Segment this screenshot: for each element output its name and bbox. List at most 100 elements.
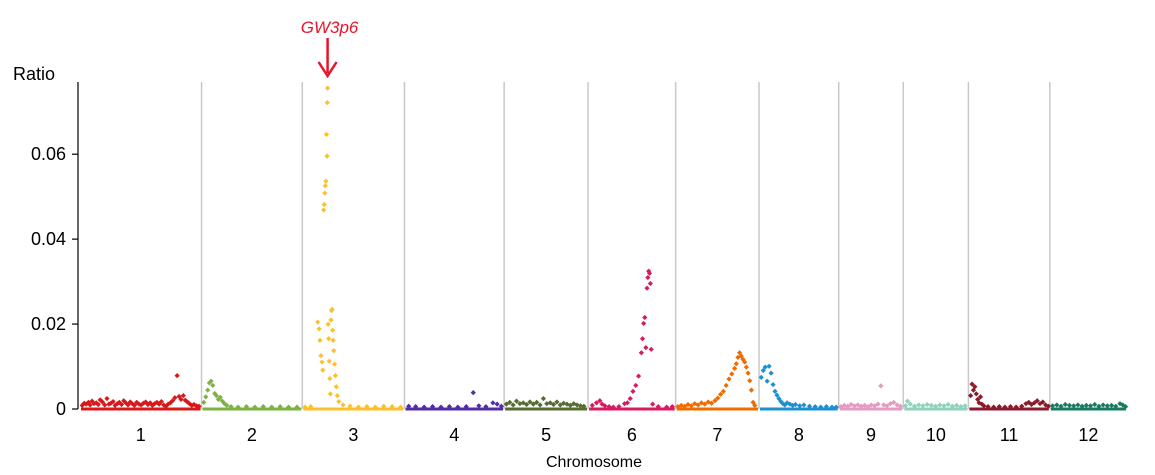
point-chr-1-49 xyxy=(184,399,191,405)
point-chr-2-1 xyxy=(203,394,209,400)
point-chr-4-9 xyxy=(476,403,482,409)
point-chr-4-7 xyxy=(463,404,469,410)
point-chr-1-35 xyxy=(154,399,160,406)
point-chr-1-43 xyxy=(172,395,178,401)
point-chr-2-18 xyxy=(269,404,275,410)
point-chr-8-14 xyxy=(787,401,793,407)
point-chr-7-25 xyxy=(743,364,749,370)
point-chr-2-7 xyxy=(213,393,220,399)
point-chr-3-9 xyxy=(321,201,327,208)
point-chr-9-5 xyxy=(855,402,861,408)
point-chr-12-10 xyxy=(1092,401,1098,408)
point-chr-7-30 xyxy=(752,402,758,408)
point-chr-5-3 xyxy=(513,398,520,404)
point-chr-3-19 xyxy=(326,358,332,364)
point-chr-6-11 xyxy=(630,388,636,394)
point-chr-11-25 xyxy=(1045,403,1052,409)
point-chr-11-4 xyxy=(973,391,979,397)
point-chr-7-23 xyxy=(740,356,746,363)
point-chr-7-27 xyxy=(747,378,753,384)
point-chr-6-20 xyxy=(645,274,651,281)
point-chr-7-22 xyxy=(738,353,744,359)
point-chr-10-9 xyxy=(937,402,943,408)
point-chr-12-4 xyxy=(1066,402,1073,408)
point-chr-3-14 xyxy=(324,153,330,159)
point-chr-3-29 xyxy=(332,373,339,379)
point-chr-1-8 xyxy=(95,401,101,408)
point-chr-11-6 xyxy=(976,400,982,406)
point-chr-7-2 xyxy=(682,403,688,409)
point-chr-6-25 xyxy=(650,401,656,407)
point-chr-10-7 xyxy=(928,402,934,408)
point-chr-1-42 xyxy=(170,398,176,404)
point-chr-10-15 xyxy=(962,403,968,409)
point-chr-10-3 xyxy=(911,403,918,409)
point-chr-1-4 xyxy=(87,402,93,408)
point-chr-6-7 xyxy=(616,404,622,410)
point-chr-3-4 xyxy=(317,337,323,344)
point-chr-1-0 xyxy=(79,402,85,408)
point-chr-5-6 xyxy=(523,401,530,408)
point-chr-6-17 xyxy=(642,314,648,321)
x-axis-title: Chromosome xyxy=(546,454,642,471)
point-chr-7-7 xyxy=(698,400,705,406)
point-chr-5-2 xyxy=(510,402,516,408)
point-chr-9-16 xyxy=(891,399,897,406)
point-chr-12-5 xyxy=(1071,403,1077,409)
point-chr-7-13 xyxy=(717,391,724,397)
point-chr-9-1 xyxy=(841,402,847,408)
point-chr-7-28 xyxy=(748,387,755,393)
point-chr-3-28 xyxy=(331,361,338,367)
point-chr-6-10 xyxy=(627,395,633,402)
point-chr-3-2 xyxy=(315,319,321,325)
point-chr-6-18 xyxy=(643,345,649,351)
point-chr-3-5 xyxy=(318,353,324,359)
x-tick-label-1: 1 xyxy=(136,425,146,445)
point-chr-5-23 xyxy=(581,403,587,409)
point-chr-9-4 xyxy=(851,403,858,409)
point-chr-8-17 xyxy=(797,403,803,409)
point-chr-11-23 xyxy=(1040,399,1046,405)
point-chr-1-10 xyxy=(99,399,106,405)
point-chr-3-12 xyxy=(323,178,329,184)
point-chr-3-18 xyxy=(326,336,332,342)
point-chr-7-26 xyxy=(745,370,751,376)
point-chr-8-10 xyxy=(778,398,784,405)
point-chr-1-16 xyxy=(112,402,118,408)
point-chr-11-9 xyxy=(981,403,987,409)
point-chr-10-10 xyxy=(941,403,947,409)
point-chr-12-3 xyxy=(1062,401,1068,408)
point-chr-6-3 xyxy=(599,401,605,407)
point-chr-4-11 xyxy=(490,400,496,406)
point-chr-5-17 xyxy=(561,400,567,406)
point-chr-2-12 xyxy=(224,402,230,408)
point-chr-1-19 xyxy=(118,401,125,408)
point-chr-3-22 xyxy=(328,317,334,323)
point-chr-7-9 xyxy=(705,399,711,405)
x-tick-label-3: 3 xyxy=(348,425,358,445)
point-chr-4-4 xyxy=(438,404,444,410)
y-tick-label-2: 0.04 xyxy=(31,229,66,249)
point-chr-3-26 xyxy=(330,337,336,344)
point-chr-6-13 xyxy=(635,373,642,379)
point-chr-3-11 xyxy=(322,183,328,189)
point-chr-3-15 xyxy=(324,99,330,106)
point-chr-11-15 xyxy=(1013,404,1019,410)
point-chr-1-51 xyxy=(189,402,195,408)
point-chr-9-15 xyxy=(887,401,893,407)
point-chr-12-17 xyxy=(1120,402,1126,408)
point-chr-12-2 xyxy=(1058,403,1064,409)
gene-annotation: GW3p6 xyxy=(301,18,359,79)
point-chr-3-20 xyxy=(327,376,333,382)
point-chr-8-23 xyxy=(829,404,835,410)
point-chr-6-15 xyxy=(639,336,646,342)
point-chr-3-13 xyxy=(323,131,330,138)
point-chr-3-40 xyxy=(397,404,404,410)
point-chr-3-31 xyxy=(334,393,340,399)
point-chr-10-11 xyxy=(945,401,951,408)
point-chr-10-8 xyxy=(932,403,939,409)
point-chr-1-39 xyxy=(163,403,169,409)
point-chr-3-32 xyxy=(336,398,342,405)
point-chr-1-37 xyxy=(158,398,165,405)
